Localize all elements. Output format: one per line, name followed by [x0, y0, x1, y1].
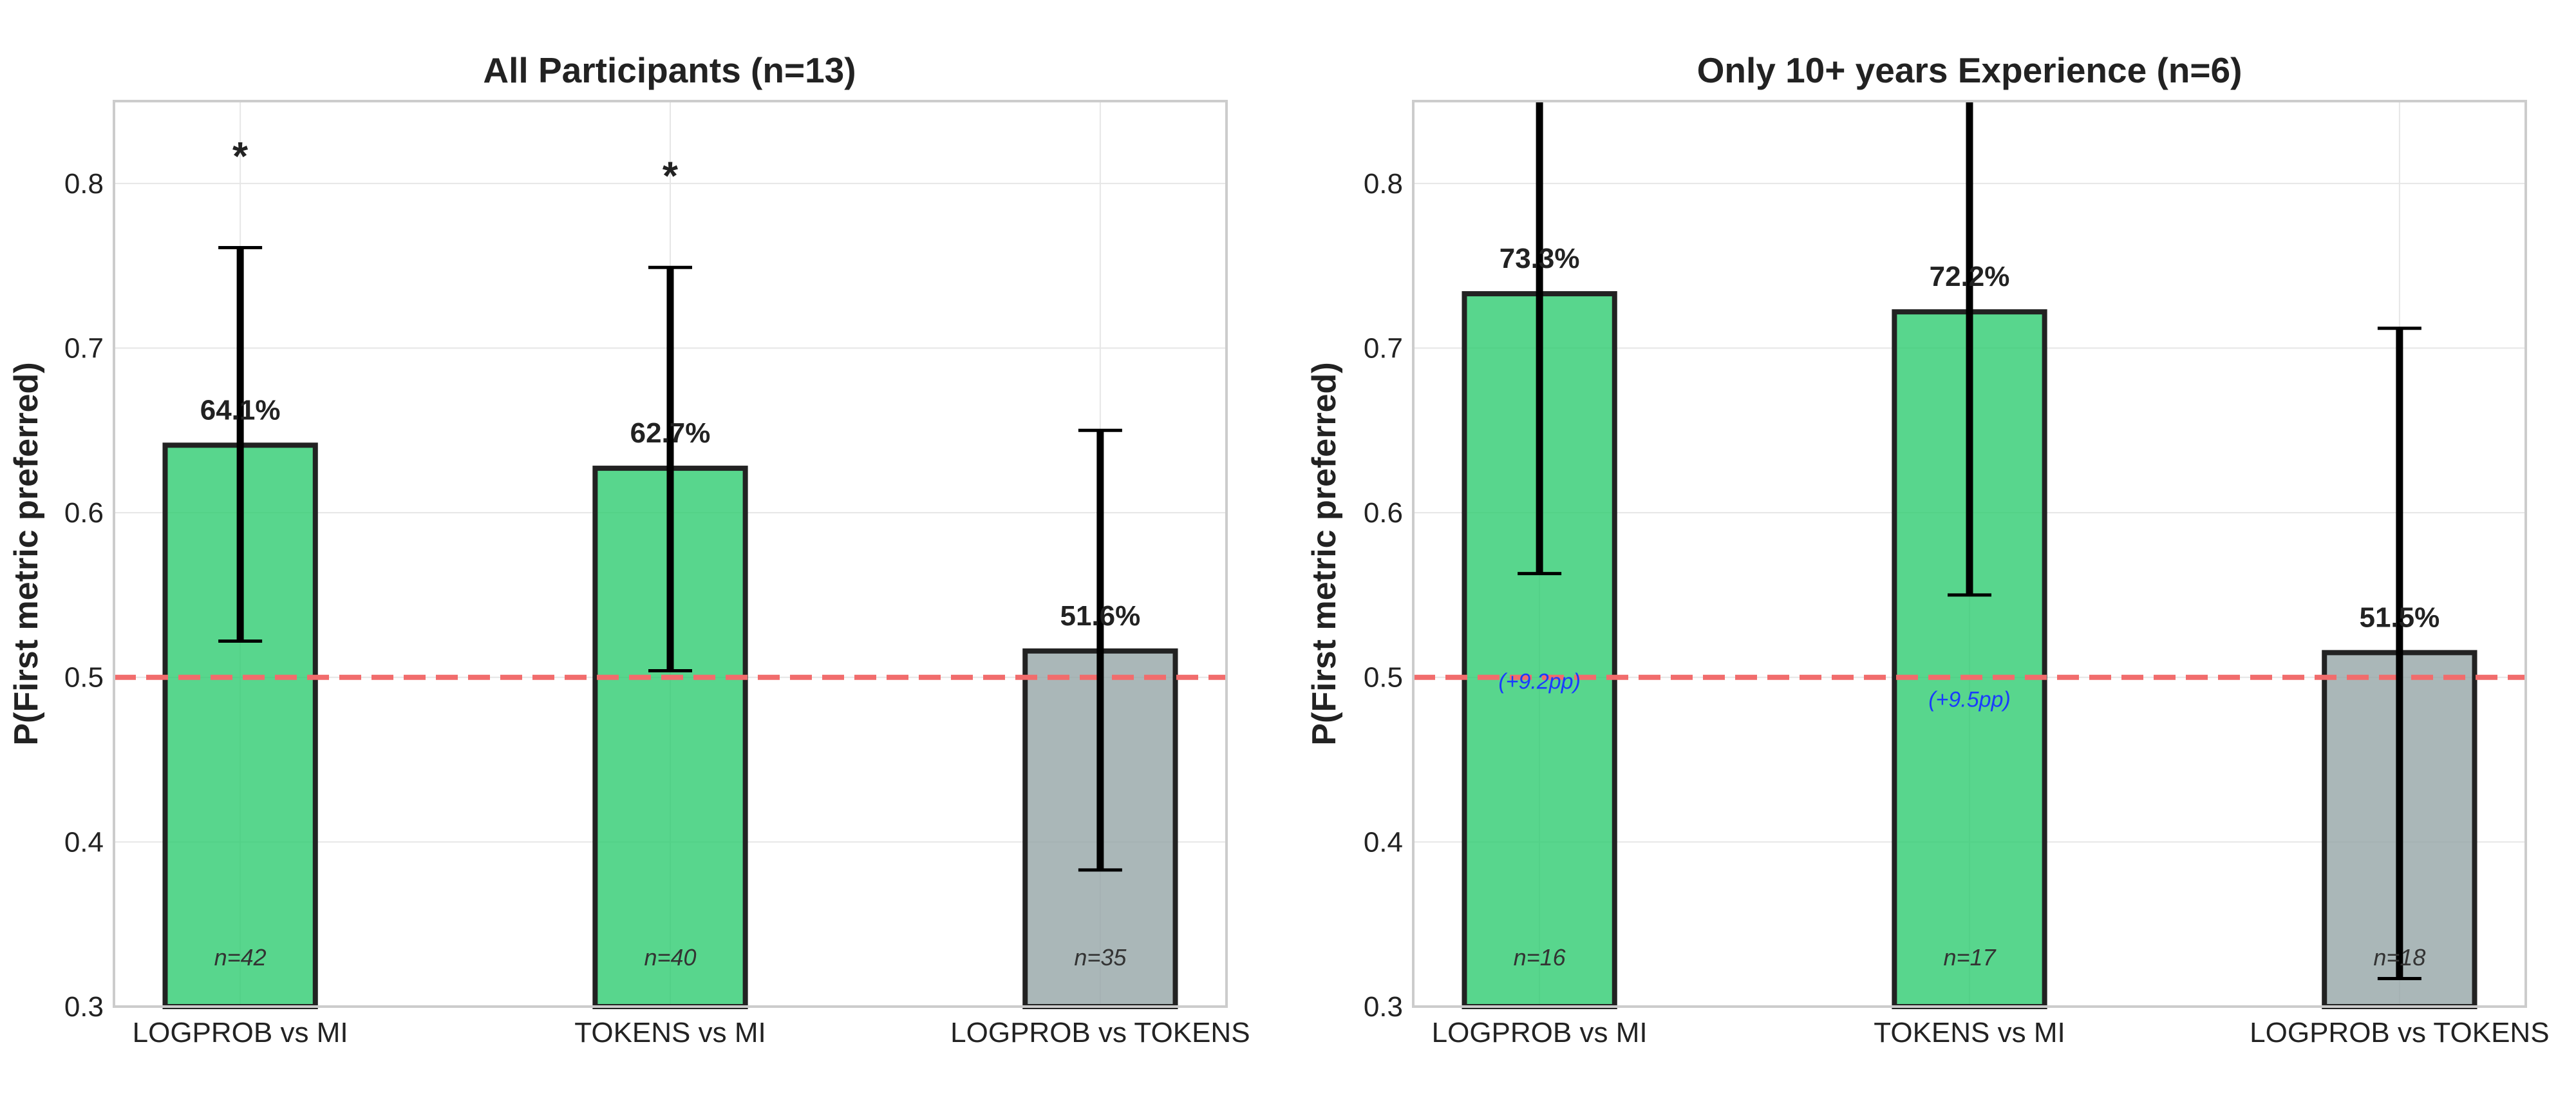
- value-label: 72.2%: [1930, 261, 2010, 292]
- y-tick-label: 0.6: [64, 497, 104, 529]
- x-tick-label: TOKENS vs MI: [1874, 1017, 2065, 1048]
- x-tick-label: LOGPROB vs MI: [133, 1017, 348, 1048]
- x-tick-label: TOKENS vs MI: [574, 1017, 766, 1048]
- value-label: 64.1%: [200, 394, 281, 426]
- value-label: 51.5%: [2359, 602, 2440, 633]
- y-tick-label: 0.8: [64, 168, 104, 200]
- y-tick-label: 0.5: [1364, 662, 1403, 694]
- chart-title: All Participants (n=13): [483, 50, 856, 90]
- delta-label: (+9.2pp): [1498, 670, 1581, 694]
- y-tick-label: 0.4: [1364, 826, 1403, 858]
- y-tick-label: 0.8: [1364, 168, 1403, 200]
- y-tick-label: 0.3: [64, 991, 104, 1023]
- n-label: n=40: [644, 944, 696, 971]
- y-tick-label: 0.7: [1364, 332, 1403, 364]
- n-label: n=18: [2373, 944, 2425, 971]
- value-label: 73.3%: [1500, 243, 1580, 274]
- plot-frame: [113, 100, 1228, 1008]
- n-label: n=35: [1074, 944, 1127, 971]
- n-label: n=42: [214, 944, 267, 971]
- y-tick-label: 0.3: [1364, 991, 1403, 1023]
- value-label: 51.6%: [1060, 600, 1140, 632]
- x-tick-label: LOGPROB vs MI: [1432, 1017, 1648, 1048]
- delta-label: (+9.5pp): [1928, 688, 2011, 712]
- y-tick-label: 0.5: [64, 662, 104, 694]
- y-axis-label: P(First metric preferred): [1306, 362, 1343, 745]
- n-label: n=16: [1514, 944, 1566, 971]
- x-tick-label: LOGPROB vs TOKENS: [950, 1017, 1250, 1048]
- chart-panel-experienced: 73.3% 72.2% 51.5% n=16 n=17 n=18 (+9.2pp) (+9.5…: [1306, 50, 2550, 1048]
- y-axis-label: P(First metric preferred): [8, 362, 45, 745]
- chart-panel-all-participants: 64.1% 62.7% 51.6% n=42 n=40 n=35 * * 0.3 0.4 0.5 0.…: [8, 50, 1250, 1048]
- significance-marker: *: [232, 135, 249, 179]
- chart-title: Only 10+ years Experience (n=6): [1697, 50, 2242, 90]
- y-tick-label: 0.4: [64, 826, 104, 858]
- n-label: n=17: [1943, 944, 1997, 971]
- significance-marker: *: [663, 155, 679, 199]
- y-tick-label: 0.7: [64, 332, 104, 364]
- plot-frame: [1412, 100, 2527, 1008]
- value-label: 62.7%: [630, 417, 711, 449]
- y-tick-label: 0.6: [1364, 497, 1403, 529]
- x-tick-label: LOGPROB vs TOKENS: [2250, 1017, 2549, 1048]
